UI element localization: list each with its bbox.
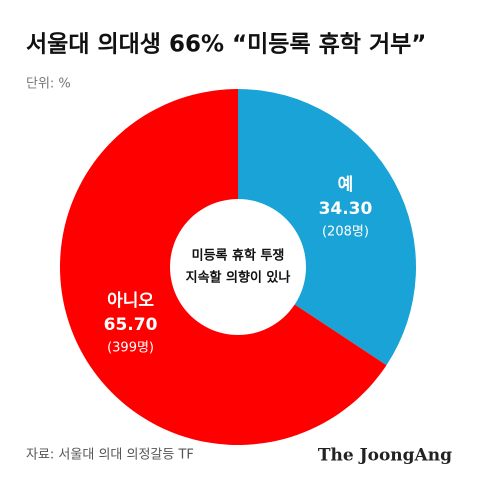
center-text: 미등록 휴학 투쟁 bbox=[192, 248, 285, 264]
chart-subtitle: 단위: % bbox=[26, 77, 71, 92]
segment-value: 65.70 bbox=[104, 315, 158, 335]
segment-category: 예 bbox=[338, 175, 354, 195]
center-text: 지속할 의향이 있나 bbox=[186, 270, 291, 286]
segment-value: 34.30 bbox=[319, 199, 373, 219]
source: 자료: 서울대 의대 의정갈등 TF bbox=[26, 448, 194, 463]
segment-category: 아니오 bbox=[107, 291, 154, 311]
donut-segment bbox=[60, 89, 387, 445]
segment-count: (399명) bbox=[107, 340, 154, 355]
segment-count: (208명) bbox=[322, 225, 369, 240]
donut-segment bbox=[238, 89, 417, 366]
chart-title: 서울대 의대생 66% “미등록 휴학 거부” bbox=[26, 32, 426, 58]
brand: The JoongAng bbox=[318, 446, 452, 466]
